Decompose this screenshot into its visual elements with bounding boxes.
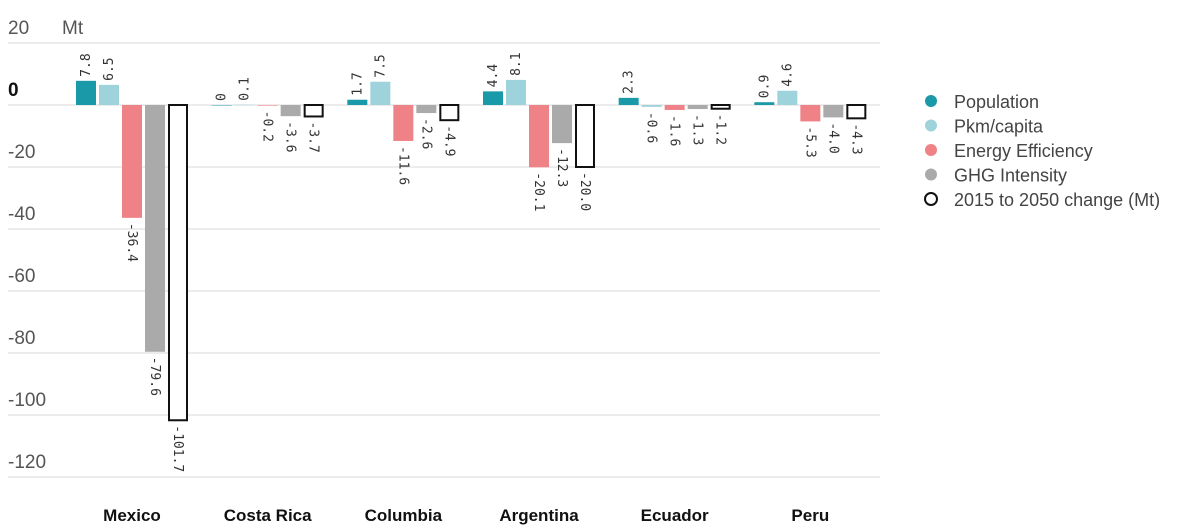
- data-labels: 7.8 6.5 -36.4 -79.6 -101.7 0 0.1 -0.2 -3.6 -3.7 1.…: [79, 52, 863, 472]
- y-tick-label: -20: [8, 142, 35, 163]
- legend-label: Energy Efficiency: [954, 141, 1093, 161]
- data-label: 8.1: [509, 52, 524, 75]
- legend-swatch: [925, 168, 937, 181]
- data-label: 1.7: [350, 72, 365, 95]
- data-label: -2.6: [418, 118, 433, 149]
- bar: [506, 79, 526, 105]
- y-tick-label: 0: [8, 80, 19, 101]
- x-category-label: Costa Rica: [224, 506, 312, 525]
- bar: [552, 105, 572, 144]
- data-label: 0.1: [238, 77, 253, 100]
- bar: [168, 104, 188, 422]
- bar: [664, 105, 685, 110]
- bar: [393, 105, 414, 141]
- bar: [347, 99, 368, 105]
- bar: [234, 104, 255, 106]
- data-label: -20.0: [577, 172, 592, 211]
- data-label: -0.6: [644, 112, 659, 143]
- x-category-label: Columbia: [365, 506, 443, 525]
- data-label: -3.6: [283, 121, 298, 152]
- data-label: -11.6: [395, 146, 410, 185]
- bar: [370, 81, 391, 105]
- x-category-label: Argentina: [499, 506, 579, 525]
- y-axis: 20 Mt 0 -20 -40 -60 -80 -100 -120: [8, 18, 84, 473]
- y-tick-label: 20: [8, 18, 29, 39]
- legend-label: 2015 to 2050 change (Mt): [954, 190, 1160, 210]
- legend-label: Population: [954, 92, 1039, 112]
- data-label: 6.5: [102, 57, 117, 80]
- y-tick-label: -100: [8, 390, 46, 411]
- bar: [483, 91, 503, 105]
- y-tick-label: -80: [8, 328, 35, 349]
- bars: [76, 79, 867, 422]
- bar: [257, 105, 278, 106]
- bar: [280, 105, 301, 117]
- y-tick-label: -120: [8, 452, 46, 473]
- bar: [754, 102, 775, 105]
- data-label: -5.3: [802, 126, 817, 157]
- bar: [800, 105, 821, 122]
- data-label: -1.2: [713, 114, 728, 145]
- y-tick-label: -40: [8, 204, 35, 225]
- bar: [641, 105, 662, 107]
- y-unit-label: Mt: [62, 18, 84, 39]
- bar: [76, 80, 96, 105]
- bar: [575, 104, 595, 168]
- data-label: -36.4: [124, 223, 139, 262]
- legend-label: Pkm/capita: [954, 117, 1044, 137]
- bar: [710, 104, 731, 110]
- bar: [211, 105, 232, 106]
- data-label: -4.9: [441, 125, 456, 156]
- bar: [618, 97, 639, 105]
- bar: [823, 105, 844, 118]
- y-tick-label: -60: [8, 266, 35, 287]
- data-label: -4.0: [825, 122, 840, 153]
- data-label: -12.3: [554, 148, 569, 187]
- bar: [687, 105, 708, 110]
- data-label: 7.8: [79, 53, 94, 76]
- data-label: 7.5: [373, 54, 388, 77]
- bar: [439, 104, 460, 122]
- data-label: -79.6: [147, 357, 162, 396]
- data-label: 0: [215, 93, 230, 101]
- legend-swatch: [925, 95, 937, 107]
- bar: [416, 105, 437, 114]
- data-label: -101.7: [170, 425, 185, 472]
- bar: [846, 104, 867, 120]
- data-label: 4.4: [486, 64, 501, 88]
- x-category-label: Ecuador: [641, 506, 709, 525]
- data-label: 4.6: [780, 63, 795, 86]
- legend-swatch: [925, 144, 937, 156]
- bar: [122, 105, 142, 218]
- data-label: -4.3: [848, 123, 863, 154]
- legend-swatch: [925, 119, 937, 132]
- bar: [777, 90, 798, 105]
- x-category-label: Mexico: [103, 506, 161, 525]
- x-category-label: Peru: [791, 506, 829, 525]
- data-label: -1.6: [667, 115, 682, 146]
- bar: [529, 105, 549, 168]
- data-label: -0.2: [260, 111, 275, 142]
- x-axis: Mexico Costa Rica Columbia Argentina Ecuador…: [103, 506, 829, 525]
- legend-swatch: [924, 192, 938, 206]
- bar: [99, 84, 119, 105]
- bar: [303, 104, 324, 118]
- data-label: 0.9: [757, 75, 772, 98]
- data-label: -1.3: [690, 114, 705, 145]
- data-label: -3.7: [306, 121, 321, 152]
- bar: [145, 105, 165, 352]
- legend: Population Pkm/capita Energy Efficiency GHG…: [924, 92, 1160, 210]
- data-label: 2.3: [622, 70, 637, 93]
- legend-label: GHG Intensity: [954, 166, 1067, 186]
- data-label: -20.1: [531, 172, 546, 211]
